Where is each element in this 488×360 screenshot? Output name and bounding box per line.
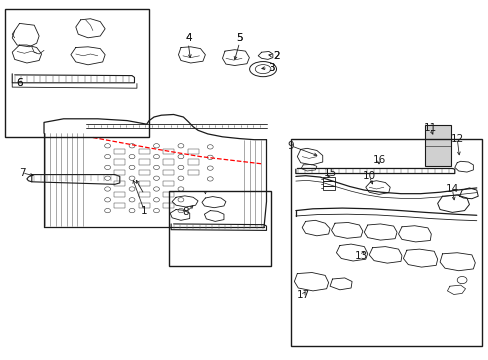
- Text: 10: 10: [362, 171, 375, 181]
- Text: 4: 4: [184, 33, 191, 43]
- Text: 13: 13: [354, 251, 368, 261]
- Bar: [322, 177, 334, 181]
- Text: 7: 7: [19, 168, 25, 178]
- Text: 6: 6: [16, 78, 23, 88]
- Text: 5: 5: [236, 33, 243, 43]
- Text: 12: 12: [449, 134, 463, 144]
- Bar: [139, 170, 149, 175]
- Bar: [187, 159, 198, 165]
- Bar: [114, 170, 125, 175]
- Bar: [114, 192, 125, 197]
- Bar: [168, 191, 271, 266]
- Bar: [322, 181, 334, 186]
- Bar: [163, 181, 174, 186]
- Text: 15: 15: [323, 168, 336, 178]
- Bar: [139, 159, 149, 165]
- Text: 8: 8: [182, 207, 189, 217]
- Text: 3: 3: [267, 63, 274, 73]
- Bar: [139, 181, 149, 186]
- Bar: [139, 192, 149, 197]
- Bar: [5, 9, 149, 137]
- Bar: [114, 203, 125, 208]
- Bar: [187, 149, 198, 154]
- Bar: [139, 149, 149, 154]
- Bar: [163, 170, 174, 175]
- Bar: [163, 203, 174, 208]
- Bar: [139, 203, 149, 208]
- Text: 16: 16: [371, 155, 385, 165]
- Text: 4: 4: [184, 33, 191, 43]
- Text: 14: 14: [445, 184, 458, 194]
- Text: 11: 11: [423, 123, 436, 133]
- Text: 3: 3: [267, 63, 274, 73]
- Text: 1: 1: [141, 206, 147, 216]
- Bar: [163, 149, 174, 154]
- Bar: [163, 192, 174, 197]
- Bar: [114, 159, 125, 165]
- Text: 9: 9: [287, 141, 294, 151]
- Text: 6: 6: [16, 78, 23, 88]
- Bar: [114, 149, 125, 154]
- Bar: [114, 181, 125, 186]
- Bar: [187, 170, 198, 175]
- Bar: [290, 139, 481, 346]
- Bar: [425, 125, 450, 166]
- Bar: [322, 186, 334, 190]
- Text: 2: 2: [272, 51, 279, 61]
- Text: 17: 17: [296, 290, 309, 300]
- Text: 5: 5: [236, 33, 243, 43]
- Text: 2: 2: [272, 51, 279, 61]
- Bar: [163, 159, 174, 165]
